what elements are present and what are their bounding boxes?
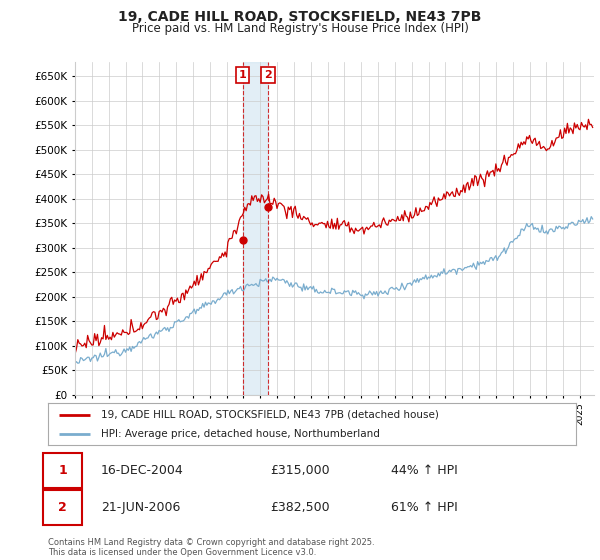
Text: 44% ↑ HPI: 44% ↑ HPI [391, 464, 458, 478]
Text: £382,500: £382,500 [270, 501, 329, 514]
Text: 19, CADE HILL ROAD, STOCKSFIELD, NE43 7PB: 19, CADE HILL ROAD, STOCKSFIELD, NE43 7P… [118, 10, 482, 24]
Text: 1: 1 [239, 70, 247, 80]
Text: 2: 2 [264, 70, 272, 80]
Text: 61% ↑ HPI: 61% ↑ HPI [391, 501, 458, 514]
Text: 21-JUN-2006: 21-JUN-2006 [101, 501, 180, 514]
Text: £315,000: £315,000 [270, 464, 329, 478]
Text: 16-DEC-2004: 16-DEC-2004 [101, 464, 184, 478]
Text: 1: 1 [58, 464, 67, 478]
FancyBboxPatch shape [43, 454, 82, 488]
FancyBboxPatch shape [43, 490, 82, 525]
Text: Price paid vs. HM Land Registry's House Price Index (HPI): Price paid vs. HM Land Registry's House … [131, 22, 469, 35]
Text: HPI: Average price, detached house, Northumberland: HPI: Average price, detached house, Nort… [101, 429, 380, 439]
Text: 2: 2 [58, 501, 67, 514]
Text: 19, CADE HILL ROAD, STOCKSFIELD, NE43 7PB (detached house): 19, CADE HILL ROAD, STOCKSFIELD, NE43 7P… [101, 409, 439, 419]
Text: Contains HM Land Registry data © Crown copyright and database right 2025.
This d: Contains HM Land Registry data © Crown c… [48, 538, 374, 557]
Bar [242, 62, 268, 395]
